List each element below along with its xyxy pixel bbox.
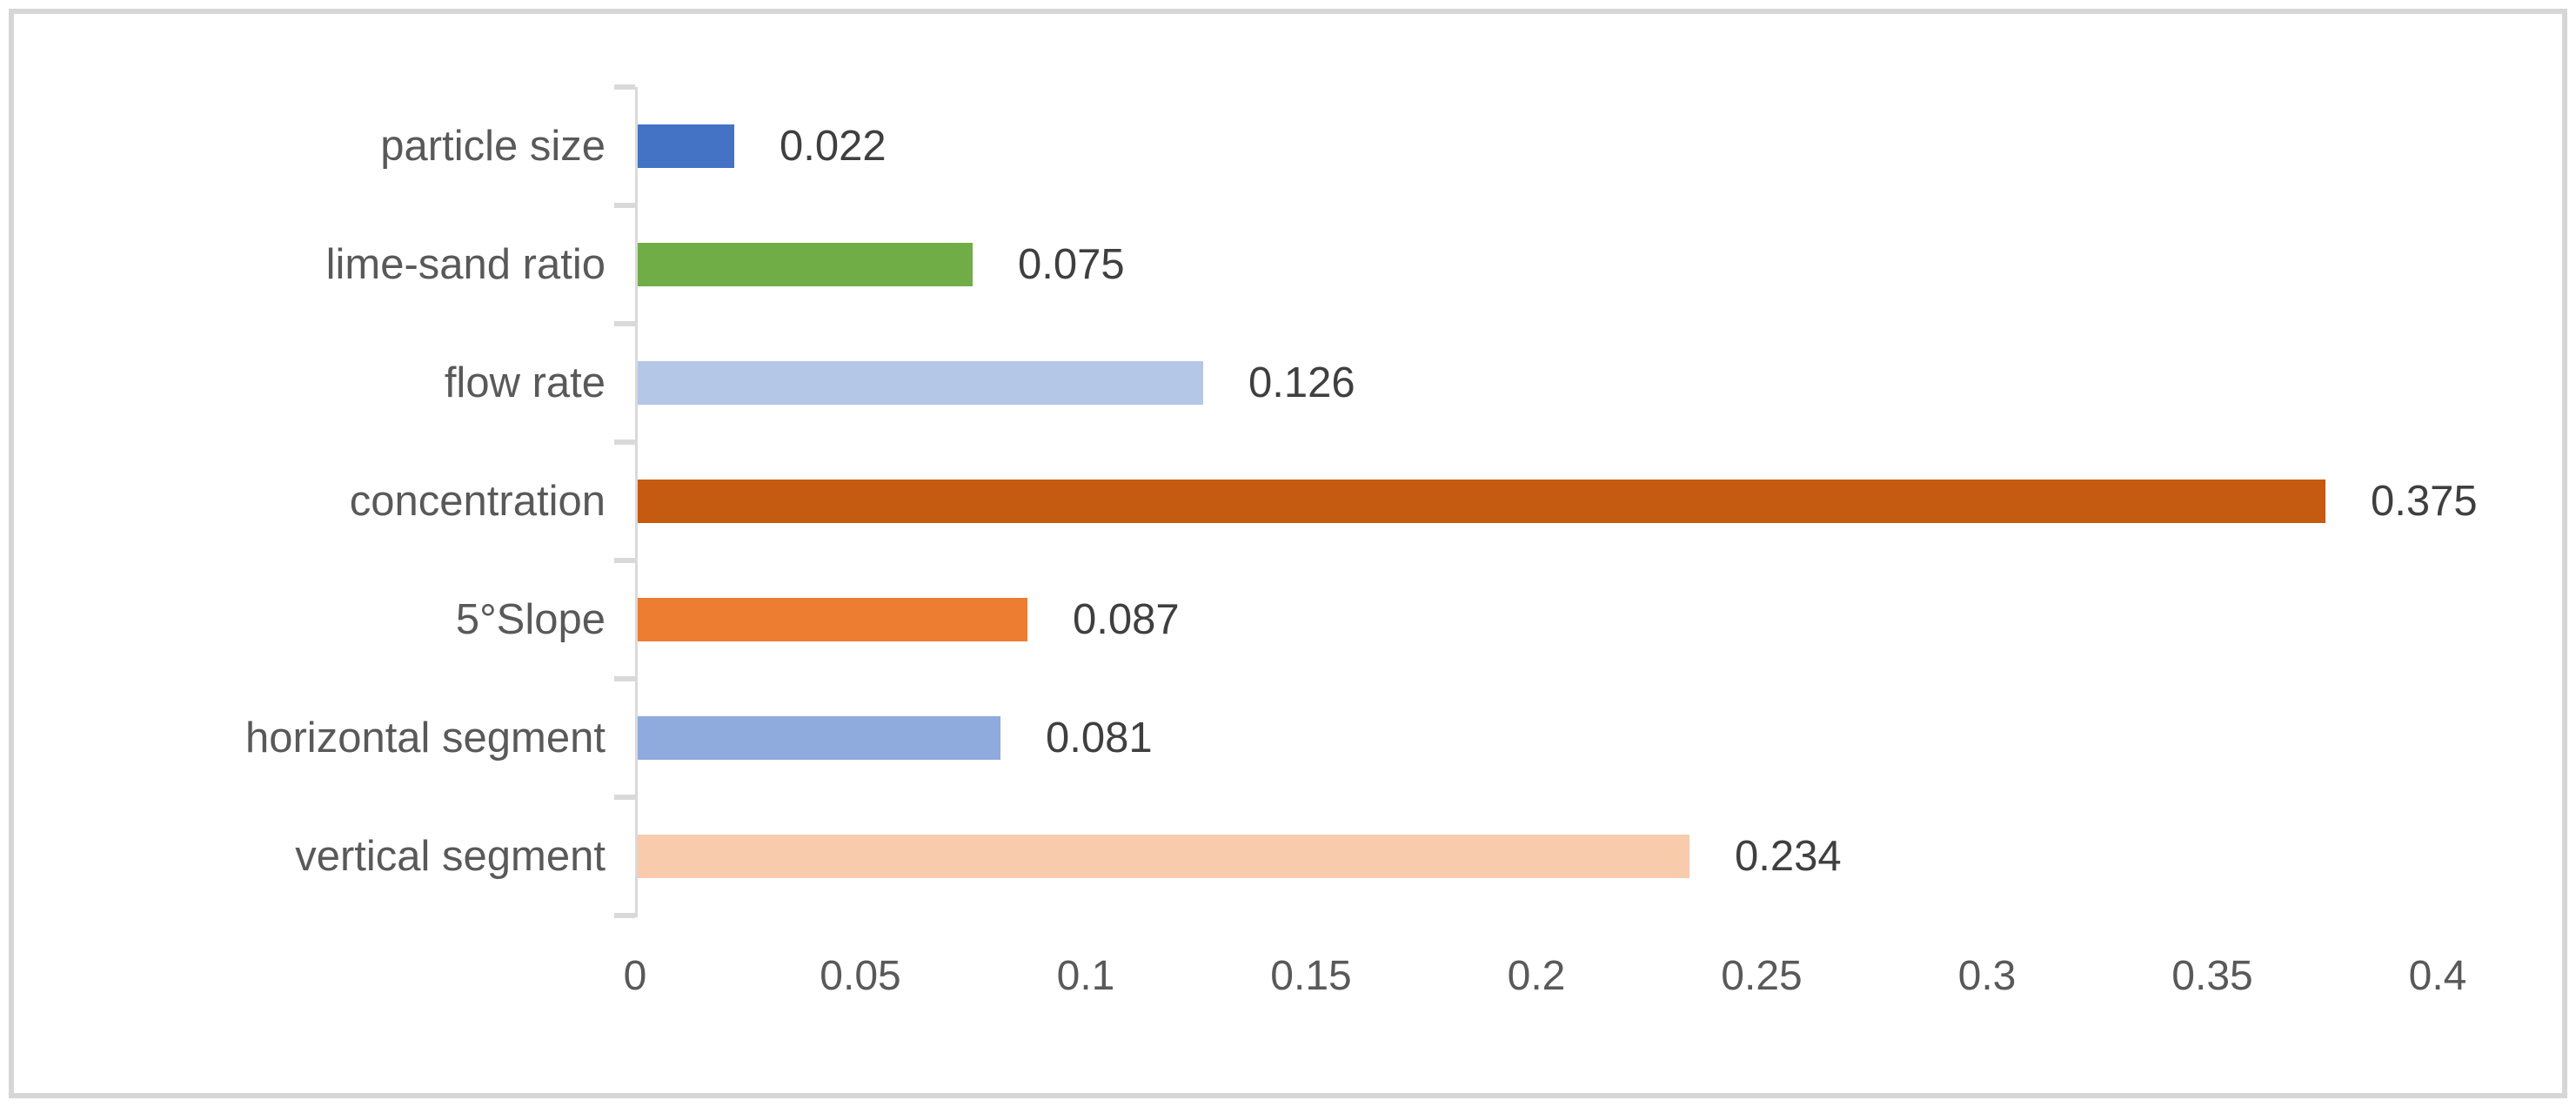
- bar: [635, 361, 1203, 405]
- data-label: 0.087: [1073, 596, 1180, 643]
- bar-row: lime-sand ratio 0.075: [14, 205, 2562, 324]
- x-tick-label: 0.2: [1507, 953, 1566, 999]
- bar-rows: particle size 0.022 lime-sand ratio 0.075 fl…: [14, 87, 2562, 916]
- bar-track: 0.234: [635, 797, 2438, 916]
- bar-row: vertical segment 0.234: [14, 797, 2562, 916]
- axis-tick-mark: [614, 439, 635, 445]
- axis-tick-mark: [614, 558, 635, 563]
- category-axis-line: [635, 87, 638, 917]
- x-tick-label: 0.25: [1721, 953, 1803, 999]
- bar-row: 5°Slope 0.087: [14, 560, 2562, 679]
- category-label: lime-sand ratio: [325, 241, 606, 288]
- category-label: vertical segment: [295, 833, 606, 880]
- axis-tick-mark: [614, 795, 635, 800]
- bar-track: 0.081: [635, 679, 2438, 797]
- bar-row: concentration 0.375: [14, 442, 2562, 560]
- data-label: 0.075: [1018, 241, 1125, 288]
- bar-track: 0.126: [635, 324, 2438, 442]
- x-tick-label: 0.1: [1056, 953, 1115, 999]
- category-label: 5°Slope: [455, 596, 606, 643]
- category-label: flow rate: [444, 359, 606, 406]
- bar: [635, 716, 1000, 760]
- bar: [635, 243, 973, 286]
- x-tick-label: 0.05: [820, 953, 901, 999]
- bar-track: 0.375: [635, 442, 2478, 560]
- bar: [635, 480, 2325, 523]
- data-label: 0.375: [2371, 478, 2478, 525]
- bar-track: 0.022: [635, 87, 2438, 205]
- axis-tick-mark: [614, 84, 635, 90]
- category-label: concentration: [349, 478, 606, 525]
- bar: [635, 835, 1689, 878]
- bar-row: horizontal segment 0.081: [14, 679, 2562, 797]
- x-tick-label: 0: [623, 953, 647, 999]
- axis-tick-mark: [614, 203, 635, 208]
- x-tick-label: 0.3: [1957, 953, 2017, 999]
- bar-row: flow rate 0.126: [14, 324, 2562, 442]
- x-tick-label: 0.15: [1270, 953, 1352, 999]
- data-label: 0.126: [1248, 359, 1355, 406]
- category-label: particle size: [380, 123, 606, 170]
- axis-tick-mark: [614, 321, 635, 326]
- bar-track: 0.087: [635, 560, 2438, 679]
- data-label: 0.234: [1735, 833, 1842, 880]
- chart-frame: particle size 0.022 lime-sand ratio 0.075 fl…: [9, 9, 2567, 1098]
- x-tick-label: 0.4: [2408, 953, 2467, 999]
- bar: [635, 598, 1027, 641]
- axis-tick-mark: [614, 676, 635, 681]
- bar: [635, 124, 734, 168]
- x-tick-label: 0.35: [2171, 953, 2253, 999]
- category-label: horizontal segment: [244, 715, 606, 761]
- axis-tick-mark: [614, 913, 635, 918]
- bar-row: particle size 0.022: [14, 87, 2562, 205]
- data-label: 0.081: [1046, 715, 1153, 761]
- data-label: 0.022: [779, 123, 887, 170]
- bar-track: 0.075: [635, 205, 2438, 324]
